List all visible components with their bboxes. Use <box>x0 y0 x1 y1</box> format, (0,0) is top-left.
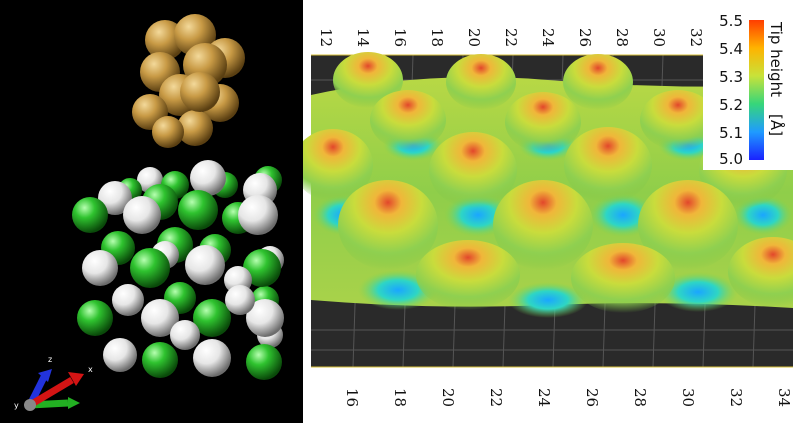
top-tick: 12 <box>317 28 335 47</box>
bottom-tick: 24 <box>535 388 553 407</box>
top-axis: 12 14 16 18 20 22 24 26 28 30 32 <box>317 28 705 47</box>
axis-label-z: z <box>48 355 52 364</box>
top-tick: 16 <box>391 28 409 47</box>
axis-label-y: y <box>14 401 19 410</box>
top-tick: 28 <box>613 28 631 47</box>
bottom-axis: 16 18 20 22 24 26 28 30 32 34 <box>343 388 793 407</box>
bottom-tick: 34 <box>775 388 793 407</box>
bottom-tick: 26 <box>583 388 601 407</box>
surface-plot: 12 14 16 18 20 22 24 26 28 30 32 16 18 2… <box>303 10 793 407</box>
top-tick: 24 <box>539 28 557 47</box>
colorbar: 5.5 5.4 5.3 5.2 5.1 5.0 Tip height [Å] <box>703 10 793 170</box>
atomic-model-render: z y x <box>14 14 284 411</box>
top-tick: 20 <box>465 28 483 47</box>
bottom-tick: 30 <box>679 388 697 407</box>
surface-mesh <box>303 52 793 318</box>
top-tick: 32 <box>687 28 705 47</box>
sample-crystal <box>72 160 284 380</box>
atomic-model-panel: z y x <box>0 0 303 423</box>
top-tick: 30 <box>650 28 668 47</box>
bottom-tick: 18 <box>391 388 409 407</box>
axis-label-x: x <box>88 365 93 374</box>
top-tick: 18 <box>428 28 446 47</box>
top-tick: 26 <box>576 28 594 47</box>
colorbar-unit: [Å] <box>767 114 786 136</box>
colorbar-tick: 5.5 <box>719 12 743 30</box>
axis-triad-icon: z y x <box>14 355 93 411</box>
colorbar-tick: 5.3 <box>719 68 743 86</box>
bottom-tick: 32 <box>727 388 745 407</box>
top-tick: 14 <box>354 28 372 47</box>
colorbar-tick: 5.4 <box>719 40 743 58</box>
colorbar-tick: 5.2 <box>719 96 743 114</box>
bottom-tick: 22 <box>487 388 505 407</box>
colorbar-tick: 5.0 <box>719 150 743 168</box>
bottom-tick: 20 <box>439 388 457 407</box>
top-tick: 22 <box>502 28 520 47</box>
tip-height-surface-panel: 12 14 16 18 20 22 24 26 28 30 32 16 18 2… <box>303 0 793 423</box>
bottom-tick: 16 <box>343 388 361 407</box>
bottom-tick: 28 <box>631 388 649 407</box>
tip-cluster <box>132 14 245 148</box>
colorbar-tick: 5.1 <box>719 124 743 142</box>
colorbar-gradient <box>749 20 764 160</box>
colorbar-label: Tip height <box>767 21 785 97</box>
